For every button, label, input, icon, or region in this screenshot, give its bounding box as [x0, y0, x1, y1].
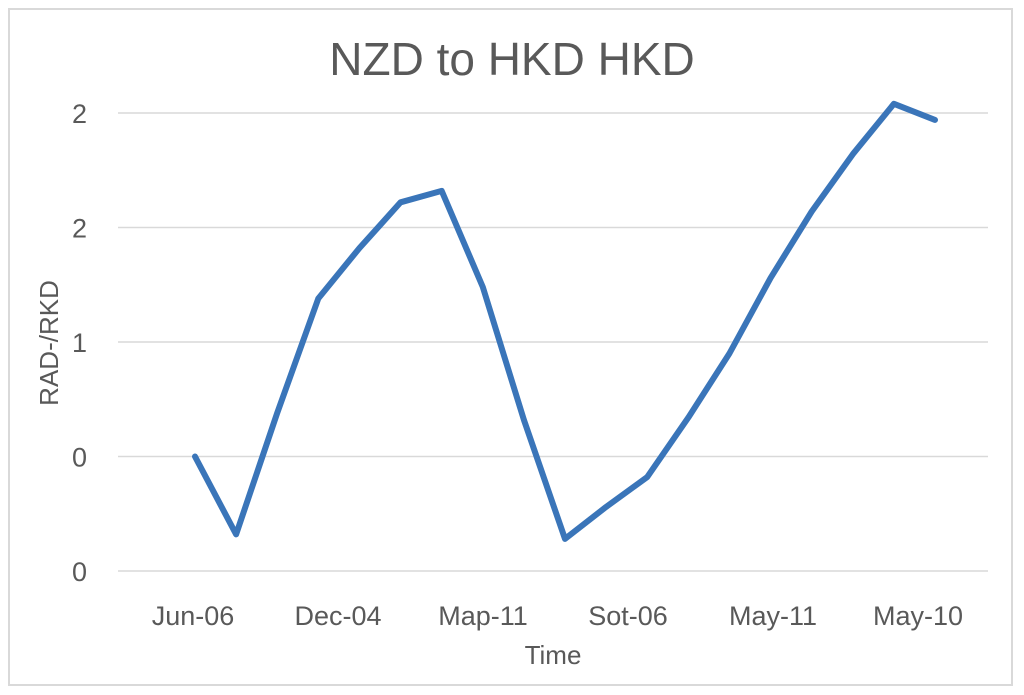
y-tick-label: 2: [72, 99, 87, 129]
y-tick-label: 0: [72, 443, 87, 473]
y-tick-label: 0: [72, 557, 87, 587]
chart-frame: [8, 8, 1013, 686]
y-axis-label: RAD-/RKD: [34, 280, 64, 406]
x-tick-label: Sot-06: [588, 601, 668, 631]
chart-title: NZD to HKD HKD: [329, 33, 694, 85]
x-tick-label: May-10: [873, 601, 963, 631]
series-line: [192, 100, 938, 542]
x-tick-labels: Jun-06 Dec-04 Map-11 Sot-06 May-11 May-10: [152, 601, 963, 631]
gridlines: [118, 112, 988, 572]
x-tick-label: Dec-04: [294, 601, 381, 631]
y-tick-labels: 2 2 1 0 0: [72, 99, 87, 587]
y-tick-label: 2: [72, 214, 87, 244]
x-tick-label: Map-11: [438, 601, 528, 631]
y-tick-label: 1: [72, 328, 87, 358]
x-axis-label: Time: [525, 640, 582, 670]
x-tick-label: Jun-06: [152, 601, 235, 631]
x-tick-label: May-11: [729, 601, 817, 631]
